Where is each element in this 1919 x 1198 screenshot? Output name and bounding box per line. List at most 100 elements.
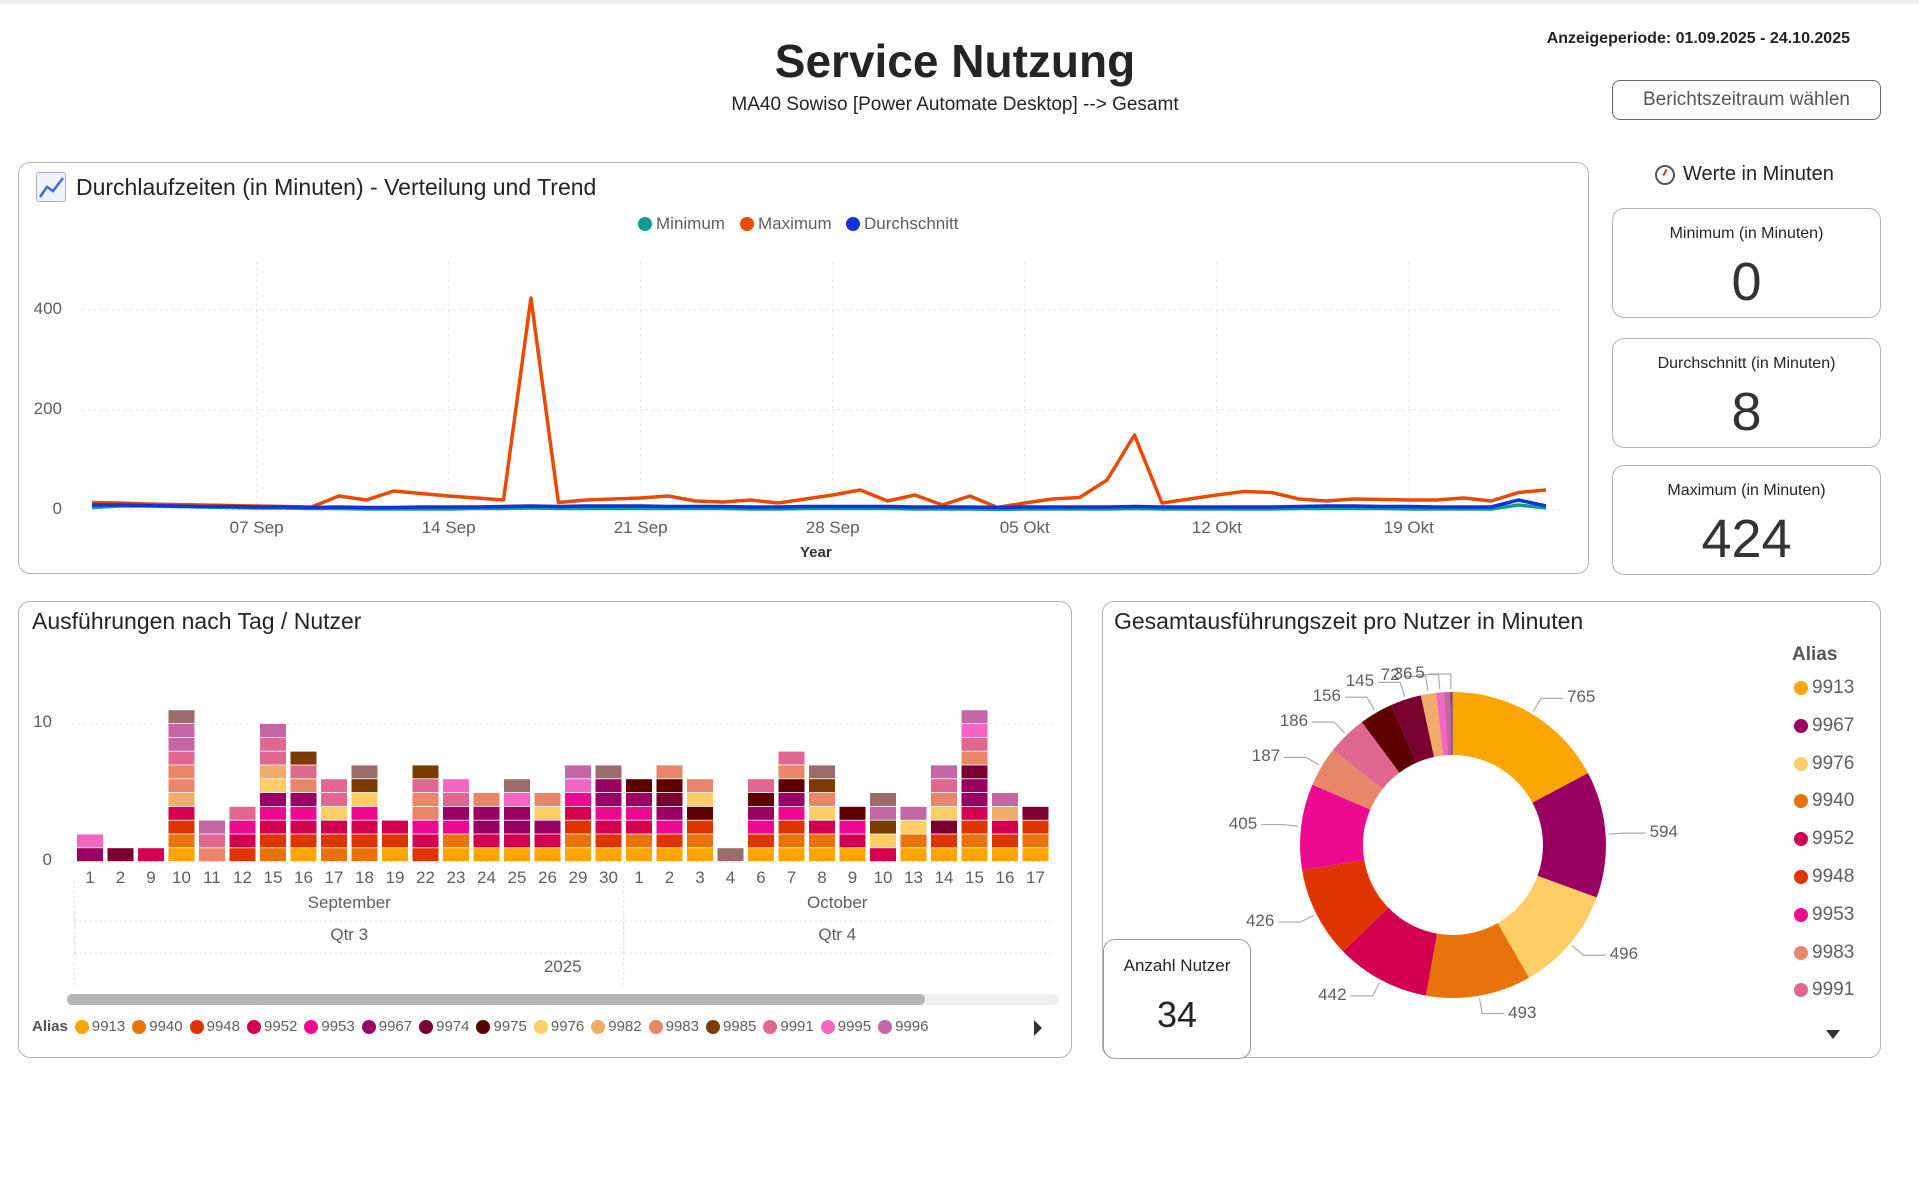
bar-segment-9991[interactable]	[412, 779, 439, 793]
bar-segment-9983[interactable]	[961, 751, 988, 765]
legend-item-9913[interactable]: 9913	[1794, 677, 1854, 699]
donut-slice-9975[interactable]	[1361, 705, 1417, 773]
bar-segment-9953[interactable]	[626, 806, 652, 820]
donut-slice-9967[interactable]	[1532, 773, 1606, 898]
bar-segment-9953[interactable]	[260, 806, 286, 820]
legend-item-9976[interactable]: 9976	[533, 1018, 584, 1035]
bar-segment-9953[interactable]	[748, 820, 774, 834]
bar-segment-9991[interactable]	[321, 779, 347, 793]
bar-segment-9948[interactable]	[656, 834, 683, 848]
donut-slice-9985[interactable]	[1450, 691, 1453, 755]
bar-segment-9967[interactable]	[595, 793, 622, 806]
legend-item-9940[interactable]: 9940	[1794, 790, 1854, 812]
period-select-button[interactable]: Berichtszeitraum wählen	[1612, 80, 1881, 120]
bar-segment-9948[interactable]	[992, 834, 1018, 848]
bar-segment-9953[interactable]	[839, 820, 866, 834]
bar-segment-9991[interactable]	[199, 834, 225, 848]
bar-segment-9948[interactable]	[1022, 820, 1049, 834]
bar-segment-9953[interactable]	[229, 820, 256, 834]
bar-segment-other[interactable]	[595, 765, 622, 779]
bar-segment-9952[interactable]	[809, 820, 835, 834]
bar-segment-9913[interactable]	[382, 848, 408, 862]
bar-segment-9913[interactable]	[839, 848, 866, 862]
bar-segment-9913[interactable]	[565, 848, 591, 862]
legend-item-9948[interactable]: 9948	[189, 1018, 240, 1035]
bar-segment-9991[interactable]	[443, 793, 469, 806]
bar-segment-9952[interactable]	[626, 820, 652, 834]
bar-segment-9967[interactable]	[534, 820, 561, 834]
bar-segment-9948[interactable]	[382, 834, 408, 848]
legend-item-9983[interactable]: 9983	[648, 1018, 699, 1035]
bar-segment-9952[interactable]	[351, 820, 378, 834]
bar-segment-9913[interactable]	[595, 848, 622, 862]
legend-item-9948[interactable]: 9948	[1794, 866, 1854, 888]
bar-segment-9913[interactable]	[443, 848, 469, 862]
legend-item-9952[interactable]: 9952	[246, 1018, 297, 1035]
legend-item-9913[interactable]: 9913	[74, 1018, 125, 1035]
bar-segment-9940[interactable]	[321, 848, 347, 862]
scrollbar-thumb[interactable]	[67, 994, 925, 1005]
donut-slice-other[interactable]	[1451, 691, 1454, 755]
bar-segment-9913[interactable]	[534, 848, 561, 862]
bar-segment-9953[interactable]	[778, 806, 805, 820]
bar-segment-9948[interactable]	[168, 820, 195, 834]
bar-segment-9940[interactable]	[443, 834, 469, 848]
bar-segment-9967[interactable]	[443, 806, 469, 820]
donut-slice-9982[interactable]	[1420, 692, 1444, 757]
legend-item-9975[interactable]: 9975	[476, 1018, 527, 1035]
donut-slice-9953[interactable]	[1299, 784, 1371, 871]
bar-segment-9953[interactable]	[412, 820, 439, 834]
legend-next-arrow-icon[interactable]	[1034, 1020, 1042, 1036]
bar-segment-9982[interactable]	[992, 806, 1018, 820]
donut-slice-9948[interactable]	[1302, 859, 1389, 952]
bar-segment-9983[interactable]	[809, 793, 835, 806]
bar-segment-9952[interactable]	[504, 834, 530, 848]
bar-segment-9913[interactable]	[992, 848, 1018, 862]
bar-segment-other[interactable]	[717, 848, 744, 862]
bar-segment-9985[interactable]	[412, 765, 439, 779]
bar-segment-9967[interactable]	[748, 806, 774, 820]
bar-segment-9976[interactable]	[900, 820, 927, 834]
horizontal-scrollbar[interactable]	[67, 994, 1059, 1005]
bar-segment-9913[interactable]	[748, 848, 774, 862]
bar-segment-9991[interactable]	[260, 737, 286, 751]
bar-segment-9974[interactable]	[656, 793, 683, 806]
bar-segment-9953[interactable]	[290, 806, 317, 820]
bar-segment-9967[interactable]	[504, 806, 530, 820]
bar-segment-9952[interactable]	[595, 820, 622, 834]
bar-segment-9982[interactable]	[260, 765, 286, 779]
legend-item-9952[interactable]: 9952	[1794, 828, 1854, 850]
bar-segment-9952[interactable]	[382, 820, 408, 834]
bar-segment-9940[interactable]	[168, 834, 195, 848]
bar-segment-9996[interactable]	[199, 820, 225, 834]
bar-segment-9996[interactable]	[961, 710, 988, 724]
bar-segment-other[interactable]	[870, 793, 896, 806]
bar-segment-9991[interactable]	[168, 751, 195, 765]
bar-segment-9913[interactable]	[778, 848, 805, 862]
bar-segment-9991[interactable]	[931, 779, 957, 793]
donut-slice-9996[interactable]	[1443, 692, 1452, 756]
bar-segment-9991[interactable]	[290, 765, 317, 779]
legend-durchschnitt[interactable]: Durchschnitt	[846, 214, 958, 234]
bar-segment-9952[interactable]	[260, 820, 286, 834]
bar-segment-9948[interactable]	[565, 820, 591, 834]
bar-segment-9913[interactable]	[961, 848, 988, 862]
bar-segment-9948[interactable]	[748, 834, 774, 848]
bar-segment-9991[interactable]	[260, 751, 286, 765]
donut-slice-9940[interactable]	[1426, 923, 1529, 999]
donut-slice-9995[interactable]	[1436, 692, 1448, 756]
bar-segment-9967[interactable]	[77, 848, 103, 862]
bar-segment-9952[interactable]	[534, 834, 561, 848]
bar-segment-9996[interactable]	[168, 724, 195, 737]
bar-segment-9967[interactable]	[595, 779, 622, 793]
bar-segment-9952[interactable]	[168, 806, 195, 820]
bar-segment-9940[interactable]	[626, 834, 652, 848]
legend-item-9953[interactable]: 9953	[1794, 904, 1854, 926]
bar-segment-9967[interactable]	[504, 820, 530, 834]
series-line-maximum[interactable]	[91, 296, 1547, 510]
bar-segment-9985[interactable]	[351, 779, 378, 793]
bar-segment-9983[interactable]	[168, 765, 195, 779]
bar-segment-9967[interactable]	[290, 793, 317, 806]
legend-item-9991[interactable]: 9991	[1794, 979, 1854, 1001]
bar-segment-9995[interactable]	[565, 779, 591, 793]
